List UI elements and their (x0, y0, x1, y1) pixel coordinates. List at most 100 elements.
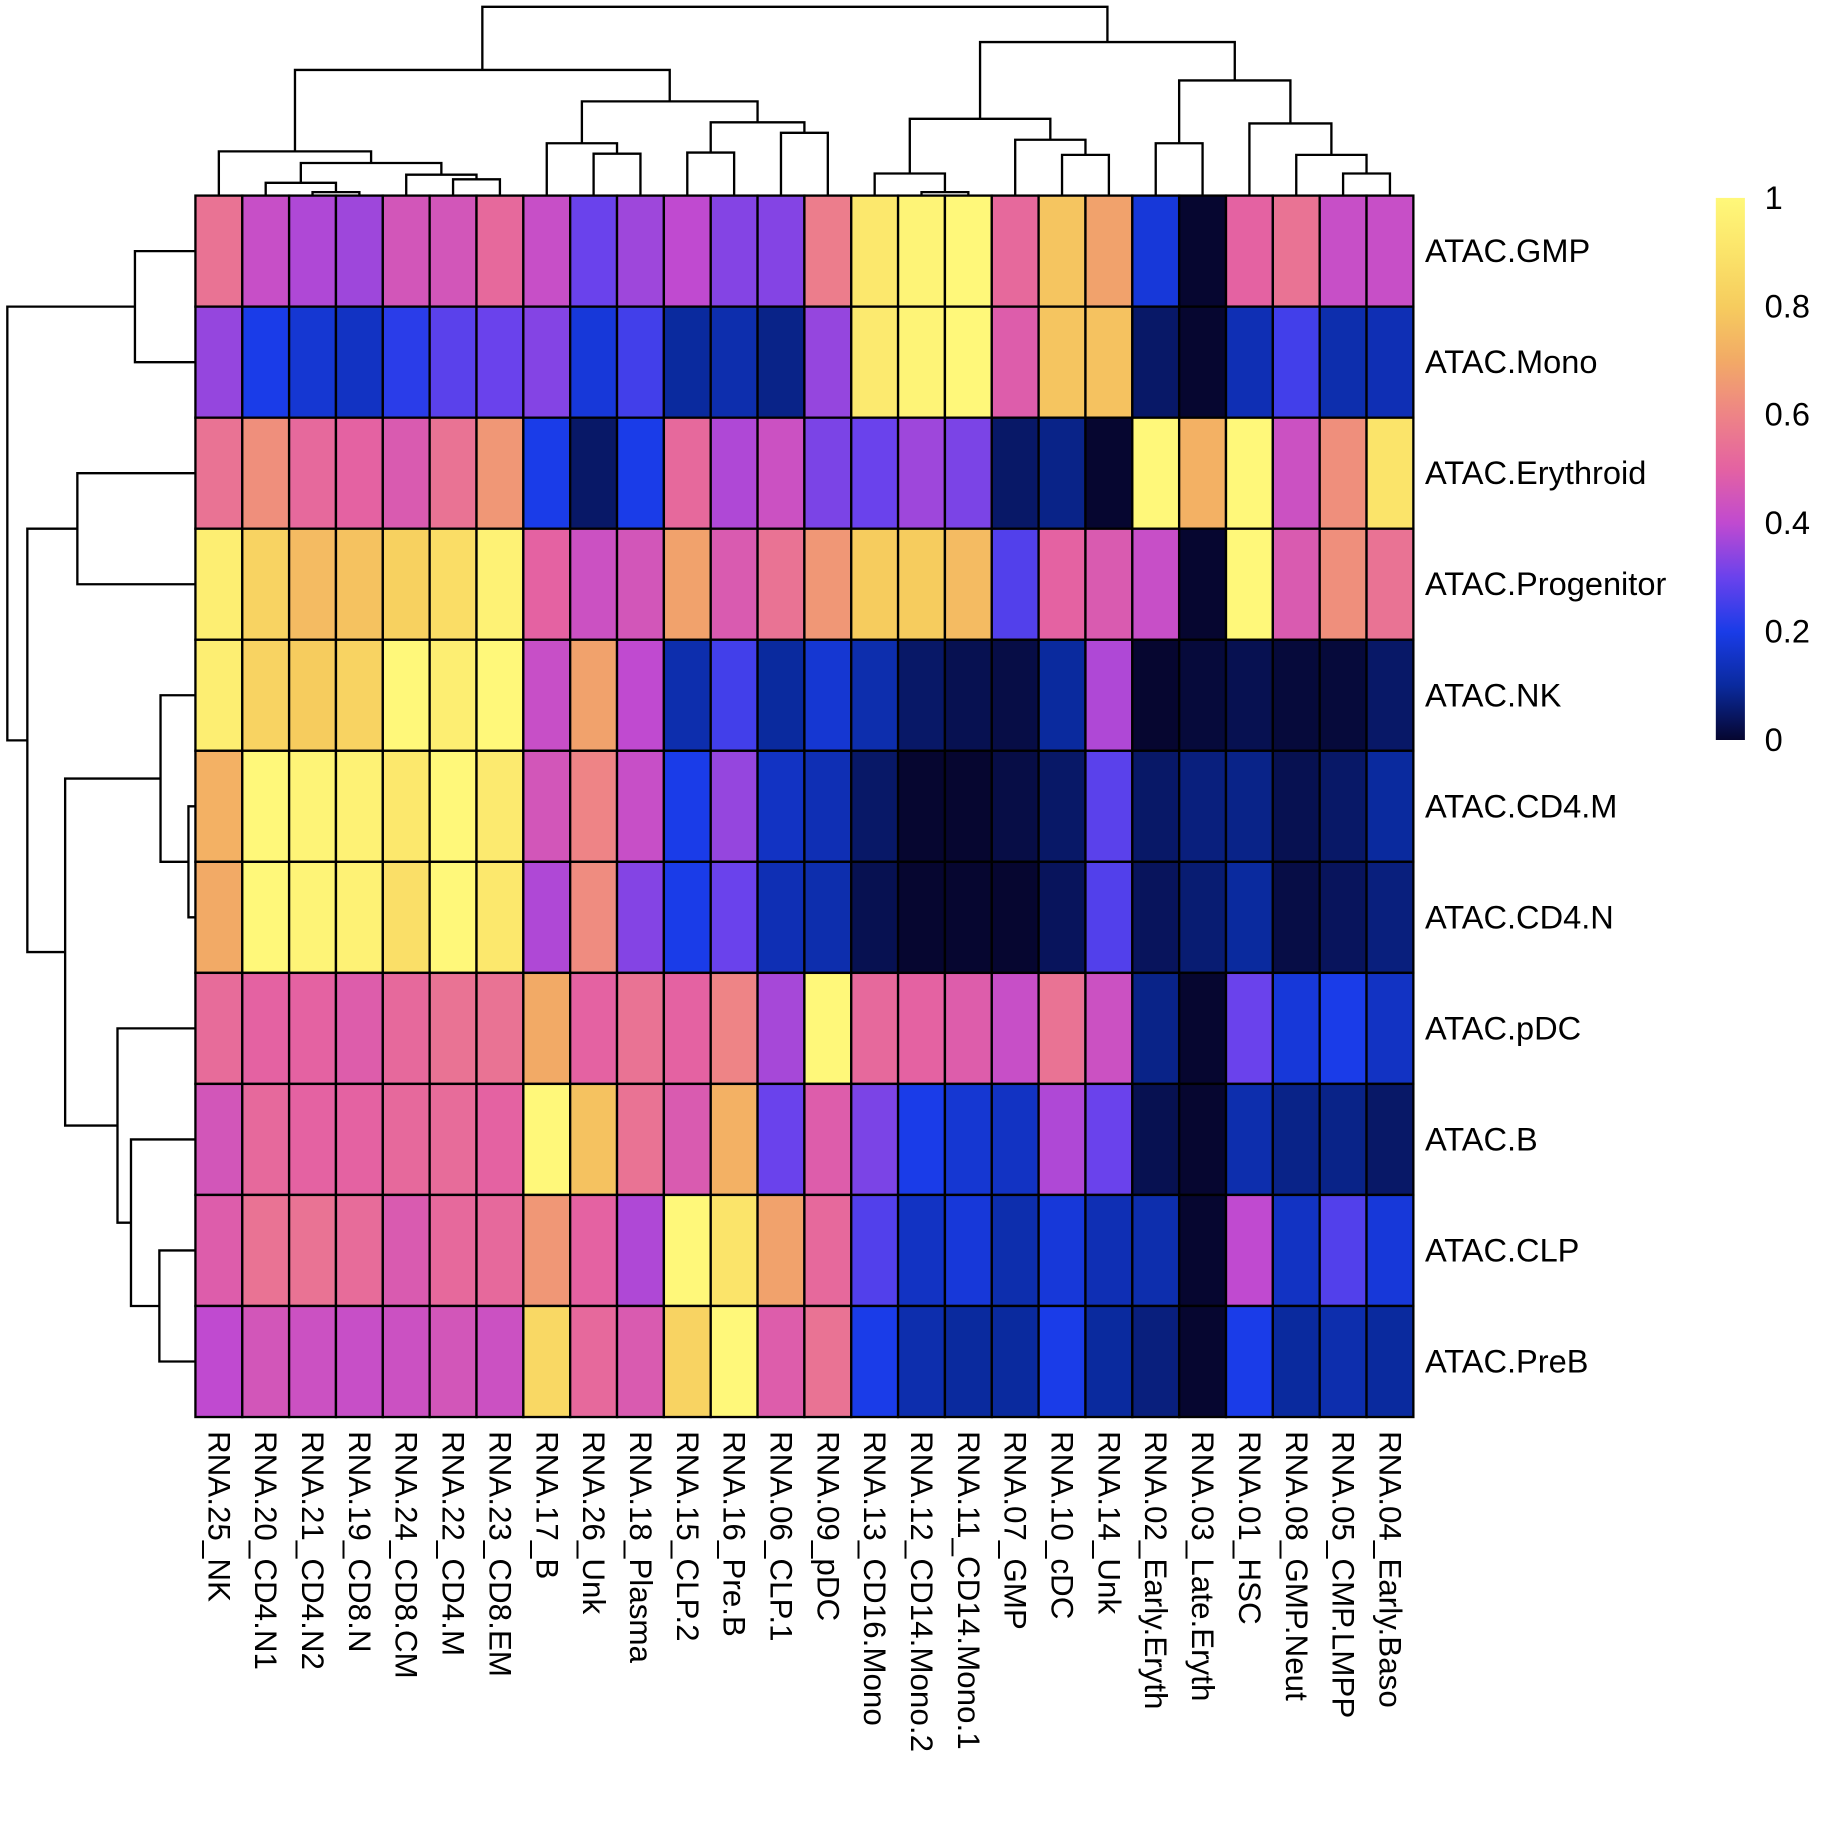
colorbar-tick-label: 0.8 (1765, 288, 1810, 324)
heatmap-cell (428, 1082, 478, 1197)
heatmap-cell (1084, 860, 1134, 975)
heatmap-cell (850, 971, 900, 1086)
heatmap-cell (615, 860, 666, 975)
row-label: ATAC.CD4.N (1425, 899, 1614, 935)
heatmap-cell (709, 416, 759, 530)
heatmap-cell (1131, 1193, 1181, 1308)
heatmap-cell (850, 638, 900, 752)
column-label: RNA.12_CD14.Mono.2 (904, 1431, 939, 1752)
heatmap-cell (990, 1082, 1040, 1197)
heatmap-cell (334, 971, 384, 1086)
heatmap-cell (756, 1193, 806, 1308)
dendrogram-branch (405, 173, 478, 196)
heatmap-cell (709, 971, 759, 1086)
heatmap-cell (522, 194, 572, 308)
heatmap-cell (803, 1304, 853, 1419)
heatmap-cell (1365, 971, 1415, 1086)
heatmap-cell (1084, 416, 1134, 530)
heatmap-cell (756, 416, 806, 530)
heatmap-cell (756, 527, 806, 641)
heatmap-cell (1177, 860, 1228, 975)
row-label: ATAC.Erythroid (1425, 455, 1646, 491)
heatmap-cell (615, 1193, 666, 1308)
heatmap-cell (1271, 416, 1321, 530)
heatmap-cell (709, 638, 759, 752)
dendrogram-branch (63, 777, 161, 1127)
heatmap-cell (803, 527, 853, 641)
heatmap-cell (381, 1082, 431, 1197)
column-dendrogram (217, 5, 1392, 196)
heatmap-cell (662, 1304, 712, 1419)
heatmap-cell (1318, 416, 1368, 530)
heatmap-cell (615, 749, 666, 863)
heatmap-cell (803, 1193, 853, 1308)
column-label: RNA.17_B (529, 1431, 564, 1579)
dendrogram-branch (293, 68, 671, 152)
dendrogram-branch (545, 142, 619, 196)
heatmap-cell (1131, 527, 1181, 641)
heatmap-cell (1271, 1193, 1321, 1308)
heatmap-cell (803, 416, 853, 530)
heatmap-cell (287, 638, 338, 752)
heatmap-cell (990, 749, 1040, 863)
heatmap-cell (803, 971, 853, 1086)
heatmap-cell (803, 194, 853, 308)
heatmap-cell (1037, 971, 1087, 1086)
heatmap-cell (709, 305, 759, 419)
heatmap-cell (896, 1193, 947, 1308)
heatmap-cell (334, 194, 384, 308)
heatmap-cell (896, 860, 947, 975)
heatmap-cell (428, 971, 478, 1086)
heatmap-cell (1271, 194, 1321, 308)
heatmap-cell (1365, 194, 1415, 308)
dendrogram-branch (1248, 122, 1333, 196)
heatmap-cell (1084, 305, 1134, 419)
heatmap-cell (1365, 1193, 1415, 1308)
heatmap-cell (990, 1304, 1040, 1419)
heatmap-cell (709, 1082, 759, 1197)
heatmap-cell (522, 638, 572, 752)
heatmap-cell (1037, 527, 1087, 641)
heatmap-cell (475, 416, 525, 530)
heatmap-cell (241, 194, 291, 308)
heatmap-cell (943, 1193, 993, 1308)
heatmap-cell (287, 194, 338, 308)
heatmap-cell (850, 1304, 900, 1419)
heatmap-cell (756, 194, 806, 308)
heatmap-cell (896, 194, 947, 308)
column-label: RNA.22_CD4.M (436, 1431, 471, 1656)
dendrogram-branch (76, 472, 196, 586)
heatmap-cell (569, 1082, 619, 1197)
heatmap-cell (1224, 527, 1274, 641)
heatmap-cell (1037, 305, 1087, 419)
heatmap-cell (990, 860, 1040, 975)
heatmap-cell (803, 305, 853, 419)
heatmap-cell (1224, 1193, 1274, 1308)
dendrogram-branch (1177, 79, 1292, 144)
heatmap-cell (1224, 416, 1274, 530)
heatmap-cell (990, 638, 1040, 752)
heatmap-cell (1318, 860, 1368, 975)
heatmap-cell (287, 527, 338, 641)
dendrogram-branch (1060, 153, 1111, 196)
heatmap-cell (569, 1193, 619, 1308)
dendrogram-branch (299, 161, 443, 183)
heatmap-cell (428, 416, 478, 530)
heatmap-cell (1084, 749, 1134, 863)
dendrogram-branch (158, 1249, 196, 1363)
heatmap-cell (475, 749, 525, 863)
heatmap-cell (287, 860, 338, 975)
heatmap-cell (662, 527, 712, 641)
heatmap-cell (943, 749, 993, 863)
heatmap-cell (1224, 1304, 1274, 1419)
heatmap-cell (475, 971, 525, 1086)
heatmap-cell (194, 860, 244, 975)
heatmap-cell (1037, 860, 1087, 975)
heatmap-cell (569, 860, 619, 975)
dendrogram-branch (6, 305, 135, 742)
heatmap-cell (522, 749, 572, 863)
heatmap-cell (709, 527, 759, 641)
heatmap-cells (194, 194, 1415, 1419)
heatmap-cell (381, 416, 431, 530)
heatmap-cell (1271, 860, 1321, 975)
